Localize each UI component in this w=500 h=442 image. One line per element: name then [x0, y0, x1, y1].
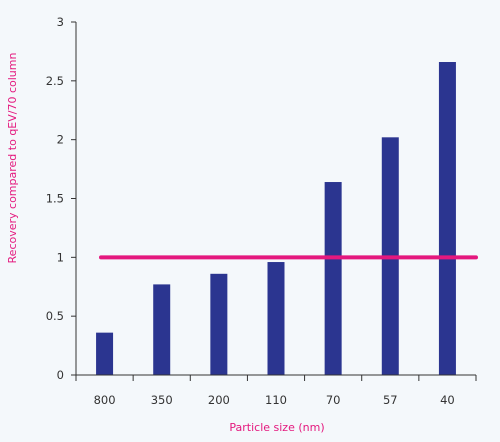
x-tick-label: 350 — [151, 393, 173, 407]
x-axis-title: Particle size (nm) — [229, 421, 324, 434]
y-tick-label: 2 — [57, 133, 64, 147]
y-tick-label: 1.5 — [46, 192, 64, 206]
axes-group: 0 0.5 1 1.5 2 2.5 3 800 350 200 110 70 57 40 — [46, 15, 477, 407]
y-tick-label: 1 — [57, 250, 64, 264]
x-tick-label: 70 — [326, 393, 341, 407]
y-tick-label: 0.5 — [46, 309, 64, 323]
x-tick-label: 800 — [94, 393, 116, 407]
x-tick-label: 40 — [440, 393, 455, 407]
y-tick-label: 2.5 — [46, 74, 64, 88]
bar-110 — [267, 262, 285, 375]
bar-350 — [153, 284, 171, 375]
bars-group — [96, 62, 456, 376]
bar-70 — [324, 182, 342, 375]
y-tick-label: 0 — [57, 368, 64, 382]
bar-800 — [96, 332, 114, 375]
bar-200 — [210, 273, 228, 375]
y-tick-label: 3 — [57, 15, 64, 29]
x-tick-label: 57 — [383, 393, 398, 407]
bar-40 — [438, 62, 456, 376]
x-tick-label: 110 — [265, 393, 287, 407]
y-axis-title: Recovery compared to qEV/70 column — [6, 53, 19, 264]
x-tick-label: 200 — [208, 393, 230, 407]
